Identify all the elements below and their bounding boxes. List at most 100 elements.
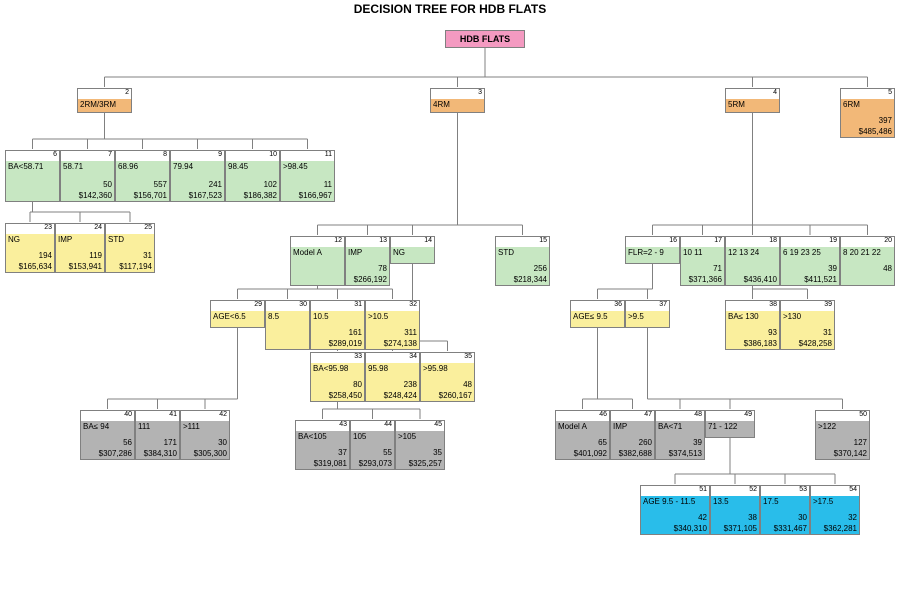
node-label: 98.45 xyxy=(228,162,248,171)
node-tab xyxy=(430,88,485,99)
node-43: 43BA<10537$319,081 xyxy=(295,430,350,470)
node-label: 58.71 xyxy=(63,162,83,171)
node-count: 127 xyxy=(854,438,867,447)
node-value: $218,344 xyxy=(514,275,547,284)
node-count: 30 xyxy=(218,438,227,447)
node-19: 196 19 23 2539$411,521 xyxy=(780,246,840,286)
node-id: 48 xyxy=(694,411,702,419)
node-count: 71 xyxy=(713,264,722,273)
node-value: $384,310 xyxy=(144,449,177,458)
node-label: >95.98 xyxy=(423,364,448,373)
node-31: 3110.5161$289,019 xyxy=(310,310,365,350)
node-label: STD xyxy=(498,248,514,257)
node-value: $370,142 xyxy=(834,449,867,458)
node-count: 65 xyxy=(598,438,607,447)
node-label: >111 xyxy=(183,422,200,431)
node-47: 47IMP260$382,688 xyxy=(610,420,655,460)
node-id: 8 xyxy=(163,151,167,159)
node-count: 39 xyxy=(693,438,702,447)
node-id: 19 xyxy=(829,237,837,245)
node-count: 38 xyxy=(748,513,757,522)
node-38: 38BA≤ 13093$386,183 xyxy=(725,310,780,350)
node-label: >105 xyxy=(398,432,416,441)
node-tab xyxy=(115,150,170,161)
node-value: $401,092 xyxy=(574,449,607,458)
node-label: BA<71 xyxy=(658,422,682,431)
node-label: 12 13 24 xyxy=(728,248,759,257)
node-49: 4971 - 122 xyxy=(705,420,755,438)
node-label: 2RM/3RM xyxy=(80,100,116,109)
node-tab xyxy=(725,88,780,99)
node-count: 311 xyxy=(404,328,417,337)
node-label: >17.5 xyxy=(813,497,833,506)
node-14: 14NG xyxy=(390,246,435,264)
node-36: 36AGE≤ 9.5 xyxy=(570,310,625,328)
node-label: >122 xyxy=(818,422,836,431)
node-label: 71 - 122 xyxy=(708,422,737,431)
node-count: 31 xyxy=(143,251,152,260)
node-13: 13IMP78$266,192 xyxy=(345,246,390,286)
node-label: 79.94 xyxy=(173,162,193,171)
node-3: 34RM xyxy=(430,98,485,113)
node-label: 8 20 21 22 xyxy=(843,248,881,257)
node-count: 241 xyxy=(209,180,222,189)
node-value: $428,258 xyxy=(799,339,832,348)
node-label: FLR=2 - 9 xyxy=(628,248,664,257)
node-value: $166,967 xyxy=(299,191,332,200)
node-id: 44 xyxy=(384,421,392,429)
node-id: 17 xyxy=(714,237,722,245)
node-52: 5213.538$371,105 xyxy=(710,495,760,535)
node-value: $153,941 xyxy=(69,262,102,271)
node-tab xyxy=(840,88,895,99)
node-value: $371,366 xyxy=(689,275,722,284)
node-value: $485,486 xyxy=(859,127,892,136)
node-label: STD xyxy=(108,235,124,244)
node-label: 17.5 xyxy=(763,497,779,506)
node-value: $167,523 xyxy=(189,191,222,200)
node-value: $165,634 xyxy=(19,262,52,271)
node-id: 13 xyxy=(379,237,387,245)
node-45: 45>10535$325,257 xyxy=(395,430,445,470)
node-label: 111 xyxy=(138,422,150,431)
node-count: 260 xyxy=(639,438,652,447)
node-label: Model A xyxy=(293,248,322,257)
node-id: 15 xyxy=(539,237,547,245)
node-count: 171 xyxy=(164,438,177,447)
node-count: 256 xyxy=(534,264,547,273)
node-root: HDB FLATS xyxy=(445,30,525,48)
node-id: 9 xyxy=(218,151,222,159)
node-label: 4RM xyxy=(433,100,450,109)
node-20: 208 20 21 2248 xyxy=(840,246,895,286)
node-count: 119 xyxy=(89,251,102,260)
node-2: 22RM/3RM xyxy=(77,98,132,113)
node-50: 50>122127$370,142 xyxy=(815,420,870,460)
node-48: 48BA<7139$374,513 xyxy=(655,420,705,460)
node-value: $382,688 xyxy=(619,449,652,458)
node-id: 54 xyxy=(849,486,857,494)
node-id: 2 xyxy=(125,89,129,97)
node-25: 25STD31$117,194 xyxy=(105,233,155,273)
node-count: 32 xyxy=(848,513,857,522)
node-value: $274,138 xyxy=(384,339,417,348)
node-count: 80 xyxy=(353,380,362,389)
node-4: 45RM xyxy=(725,98,780,113)
node-label: 105 xyxy=(353,432,366,441)
node-count: 55 xyxy=(383,448,392,457)
node-value: $260,167 xyxy=(439,391,472,400)
node-46: 46Model A65$401,092 xyxy=(555,420,610,460)
node-7: 758.7150$142,360 xyxy=(60,160,115,202)
node-id: 37 xyxy=(659,301,667,309)
node-15: 15STD256$218,344 xyxy=(495,246,550,286)
node-value: $266,192 xyxy=(354,275,387,284)
node-10: 1098.45102$186,382 xyxy=(225,160,280,202)
node-label: BA<58.71 xyxy=(8,162,43,171)
node-label: >98.45 xyxy=(283,162,308,171)
node-42: 42>11130$305,300 xyxy=(180,420,230,460)
node-id: 47 xyxy=(644,411,652,419)
node-count: 48 xyxy=(463,380,472,389)
node-id: 23 xyxy=(44,224,52,232)
node-label: 6RM xyxy=(843,100,860,109)
node-label: BA≤ 94 xyxy=(83,422,109,431)
node-label: BA<95.98 xyxy=(313,364,348,373)
node-label: Model A xyxy=(558,422,587,431)
